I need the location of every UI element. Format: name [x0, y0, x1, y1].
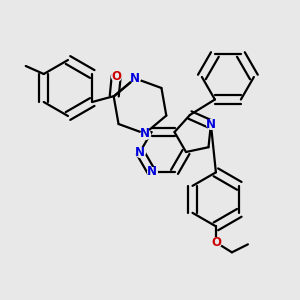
Text: N: N	[140, 127, 150, 140]
Text: N: N	[206, 118, 216, 131]
Text: N: N	[146, 165, 157, 178]
Text: N: N	[130, 72, 140, 85]
Text: N: N	[135, 146, 145, 158]
Text: O: O	[111, 70, 121, 83]
Text: O: O	[211, 236, 221, 249]
